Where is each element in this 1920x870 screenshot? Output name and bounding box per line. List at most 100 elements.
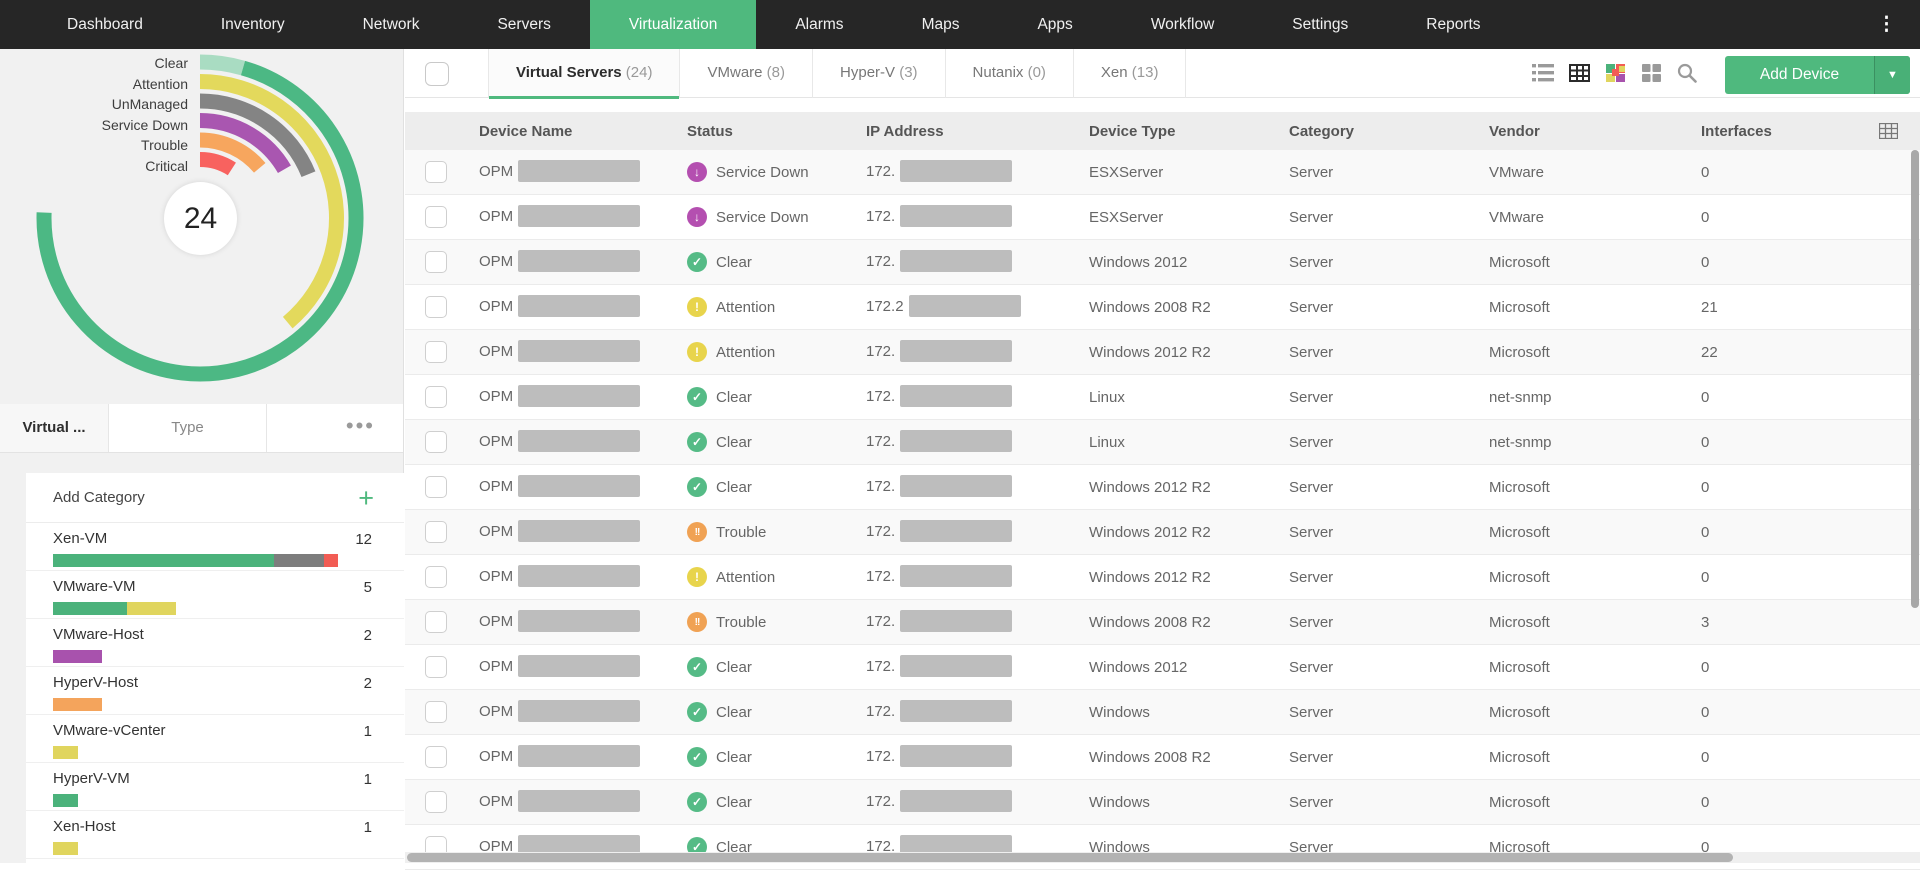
select-all-checkbox[interactable]: [425, 62, 449, 86]
nav-item-dashboard[interactable]: Dashboard: [67, 16, 143, 33]
device-name-cell[interactable]: OPM: [479, 430, 687, 453]
table-row[interactable]: OPM ✓ Clear 172. Windows Server Microsoft 0: [405, 825, 1920, 870]
device-type-cell: Windows 2012 R2: [1089, 343, 1211, 361]
device-name-cell[interactable]: OPM: [479, 835, 687, 858]
nav-item-settings[interactable]: Settings: [1292, 16, 1349, 33]
column-header-status[interactable]: Status: [687, 122, 733, 140]
redacted-device-name: [518, 790, 641, 812]
nav-item-workflow[interactable]: Workflow: [1150, 16, 1215, 33]
device-name-cell[interactable]: OPM: [479, 520, 687, 543]
row-checkbox[interactable]: [425, 656, 447, 678]
add-device-button[interactable]: Add Device ▼: [1725, 56, 1910, 94]
row-checkbox[interactable]: [425, 251, 447, 273]
nav-item-maps[interactable]: Maps: [921, 16, 960, 33]
redacted-ip: [900, 340, 1013, 362]
device-name-cell[interactable]: OPM: [479, 610, 687, 633]
row-checkbox[interactable]: [425, 161, 447, 183]
nav-item-reports[interactable]: Reports: [1426, 16, 1481, 33]
table-row[interactable]: OPM! Attention 172.2 Windows 2008 R2 Server M…: [405, 285, 1920, 330]
plus-icon[interactable]: +: [358, 482, 374, 513]
sidebar-tab-type[interactable]: Type: [109, 404, 267, 452]
table-row[interactable]: OPM ✓ Clear 172. Windows 2012 Server Microsoft…: [405, 240, 1920, 285]
device-name-cell[interactable]: OPM: [479, 295, 687, 318]
tab-hyper-v[interactable]: Hyper-V (3): [813, 49, 946, 98]
column-header-category[interactable]: Category: [1289, 122, 1355, 140]
nav-item-network[interactable]: Network: [362, 16, 420, 33]
category-row-hyperv-host[interactable]: HyperV-Host 2: [26, 667, 404, 715]
table-row[interactable]: OPM!! Trouble 172. Windows 2012 R2 Server Mic…: [405, 510, 1920, 555]
category-row-xen-vm[interactable]: Xen-VM 12: [26, 523, 404, 571]
ip-prefix: 172.: [866, 567, 896, 585]
column-header-interfaces[interactable]: Interfaces: [1701, 122, 1772, 140]
table-row[interactable]: OPM ↓ Service Down 172. ESXServer Server VMwar…: [405, 195, 1920, 240]
table-row[interactable]: OPM ✓ Clear 172. Windows Server Microsoft 0: [405, 690, 1920, 735]
device-name-cell[interactable]: OPM: [479, 475, 687, 498]
category-count: 12: [355, 531, 372, 548]
tab-virtual-servers[interactable]: Virtual Servers (24): [488, 49, 681, 99]
list-view-icon[interactable]: [1532, 63, 1554, 83]
category-row-vmware-host[interactable]: VMware-Host 2: [26, 619, 404, 667]
category-row-vmware-vcenter[interactable]: VMware-vCenter 1: [26, 715, 404, 763]
table-row[interactable]: OPM ✓ Clear 172. Linux Server net-snmp 0: [405, 420, 1920, 465]
row-checkbox[interactable]: [425, 431, 447, 453]
table-row[interactable]: OPM ✓ Clear 172. Windows Server Microsoft 0: [405, 780, 1920, 825]
device-name-cell[interactable]: OPM: [479, 250, 687, 273]
device-name-cell[interactable]: OPM: [479, 565, 687, 588]
row-checkbox[interactable]: [425, 791, 447, 813]
column-header-ip-address[interactable]: IP Address: [866, 122, 944, 140]
row-checkbox[interactable]: [425, 476, 447, 498]
table-row[interactable]: OPM ✓ Clear 172. Windows 2012 R2 Server Micros…: [405, 465, 1920, 510]
search-icon[interactable]: [1676, 63, 1698, 83]
chevron-down-icon[interactable]: ▼: [1874, 56, 1910, 94]
table-row[interactable]: OPM ↓ Service Down 172. ESXServer Server VMwar…: [405, 150, 1920, 195]
ellipsis-icon[interactable]: •••: [345, 413, 375, 438]
category-row-hyperv-vm[interactable]: HyperV-VM 1: [26, 763, 404, 811]
kebab-menu-icon[interactable]: ⋮: [1877, 14, 1896, 35]
table-row[interactable]: OPM! Attention 172. Windows 2012 R2 Server Mi…: [405, 555, 1920, 600]
device-name-cell[interactable]: OPM: [479, 745, 687, 768]
redacted-ip: [908, 295, 1021, 317]
nav-item-apps[interactable]: Apps: [1037, 16, 1073, 33]
row-checkbox[interactable]: [425, 386, 447, 408]
vertical-scrollbar[interactable]: [1911, 150, 1919, 608]
category-row-vmware-vm[interactable]: VMware-VM 5: [26, 571, 404, 619]
table-row[interactable]: OPM ✓ Clear 172. Windows 2012 Server Microsoft…: [405, 645, 1920, 690]
column-header-device-type[interactable]: Device Type: [1089, 122, 1176, 140]
table-view-icon[interactable]: [1568, 63, 1590, 83]
nav-item-inventory[interactable]: Inventory: [220, 16, 285, 33]
column-header-device-name[interactable]: Device Name: [479, 122, 573, 140]
category-row-xen-host[interactable]: Xen-Host 1: [26, 811, 404, 859]
heatmap-view-icon[interactable]: [1604, 63, 1626, 83]
device-name-cell[interactable]: OPM: [479, 205, 687, 228]
device-name-cell[interactable]: OPM: [479, 340, 687, 363]
table-row[interactable]: OPM ✓ Clear 172. Linux Server net-snmp 0: [405, 375, 1920, 420]
nav-item-servers[interactable]: Servers: [497, 16, 551, 33]
row-checkbox[interactable]: [425, 296, 447, 318]
tab-vmware[interactable]: VMware (8): [680, 49, 814, 98]
row-checkbox[interactable]: [425, 746, 447, 768]
horizontal-scrollbar[interactable]: [407, 853, 1733, 862]
device-name-cell[interactable]: OPM: [479, 385, 687, 408]
table-row[interactable]: OPM! Attention 172. Windows 2012 R2 Server Mi…: [405, 330, 1920, 375]
device-name-cell[interactable]: OPM: [479, 160, 687, 183]
row-checkbox[interactable]: [425, 701, 447, 723]
nav-item-alarms[interactable]: Alarms: [795, 16, 844, 33]
row-checkbox[interactable]: [425, 341, 447, 363]
tab-xen[interactable]: Xen (13): [1074, 49, 1187, 98]
nav-item-virtualization[interactable]: Virtualization: [589, 0, 757, 49]
device-name-cell[interactable]: OPM: [479, 790, 687, 813]
device-name-cell[interactable]: OPM: [479, 655, 687, 678]
table-row[interactable]: OPM!! Trouble 172. Windows 2008 R2 Server Mic…: [405, 600, 1920, 645]
row-checkbox[interactable]: [425, 521, 447, 543]
row-checkbox[interactable]: [425, 566, 447, 588]
tab-nutanix[interactable]: Nutanix (0): [946, 49, 1074, 98]
table-row[interactable]: OPM ✓ Clear 172. Windows 2008 R2 Server Micros…: [405, 735, 1920, 780]
row-checkbox[interactable]: [425, 611, 447, 633]
row-checkbox[interactable]: [425, 206, 447, 228]
column-chooser-icon[interactable]: [1878, 122, 1899, 144]
status-cell: ✓ Clear: [687, 792, 866, 812]
column-header-vendor[interactable]: Vendor: [1489, 122, 1540, 140]
device-name-cell[interactable]: OPM: [479, 700, 687, 723]
sidebar-tab-virtual[interactable]: Virtual ...: [0, 404, 109, 452]
card-view-icon[interactable]: [1640, 63, 1662, 83]
